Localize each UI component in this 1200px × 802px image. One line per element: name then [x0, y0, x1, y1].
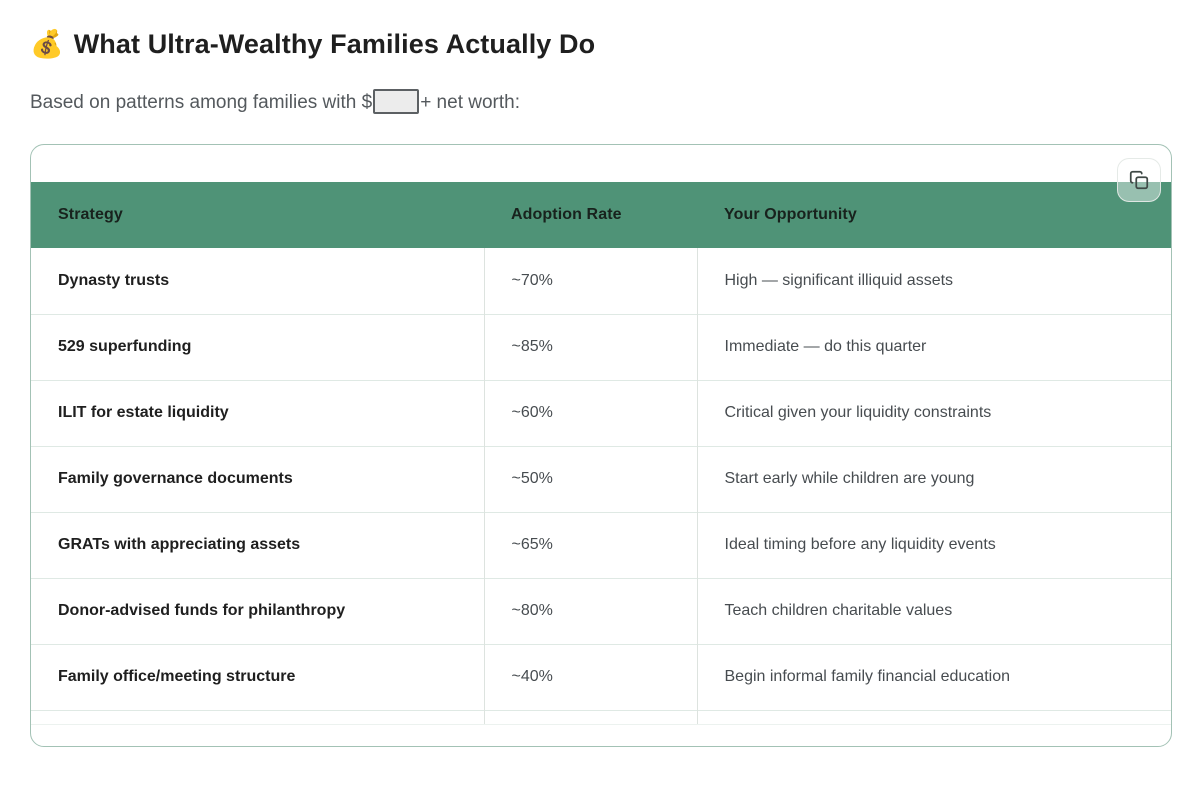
table-header-row: Strategy Adoption Rate Your Opportunity — [31, 182, 1171, 248]
cell-adoption-rate: ~70% — [483, 248, 697, 314]
page-title-text: What Ultra-Wealthy Families Actually Do — [73, 29, 596, 59]
cell-adoption-rate: ~85% — [483, 313, 697, 380]
table-row: GRATs with appreciating assets ~65% Idea… — [31, 511, 1171, 578]
redacted-net-worth-box — [373, 89, 420, 114]
cell-adoption-rate: ~50% — [483, 445, 697, 512]
cell-opportunity: High — significant illiquid assets — [696, 248, 1171, 314]
cell-opportunity: Start early while children are young — [696, 445, 1171, 512]
cell-strategy: 529 superfunding — [31, 313, 484, 380]
cell-strategy: Dynasty trusts — [31, 248, 484, 314]
copy-icon — [1128, 169, 1150, 191]
chat-response-content: 💰 What Ultra-Wealthy Families Actually Do… — [30, 26, 1172, 747]
cell-strategy: GRATs with appreciating assets — [31, 511, 484, 578]
cell-adoption-rate: ~65% — [483, 511, 697, 578]
cell-strategy: Donor-advised funds for philanthropy — [31, 577, 484, 644]
table-bottom-spacer-row — [31, 709, 1171, 725]
copy-table-button[interactable] — [1117, 158, 1161, 202]
table-row: Family office/meeting structure ~40% Beg… — [31, 643, 1171, 710]
cell-opportunity: Begin informal family financial educatio… — [696, 643, 1171, 710]
cell-adoption-rate: ~80% — [483, 577, 697, 644]
cell-opportunity: Ideal timing before any liquidity events — [696, 511, 1171, 578]
cell-strategy: Family office/meeting structure — [31, 643, 484, 710]
cell-opportunity: Critical given your liquidity constraint… — [696, 379, 1171, 446]
subtitle-prefix: Based on patterns among families with $ — [30, 92, 373, 113]
cell-adoption-rate: ~60% — [483, 379, 697, 446]
table-row: Dynasty trusts ~70% High — significant i… — [31, 248, 1171, 314]
table-card: Strategy Adoption Rate Your Opportunity … — [30, 144, 1172, 747]
subtitle: Based on patterns among families with $ +… — [30, 89, 1170, 116]
cell-strategy: ILIT for estate liquidity — [31, 379, 484, 446]
card-bottom-spacer — [31, 725, 1171, 746]
col-header-strategy: Strategy — [31, 182, 484, 248]
card-top-spacer — [31, 145, 1171, 182]
table-row: 529 superfunding ~85% Immediate — do thi… — [31, 313, 1171, 380]
money-bag-emoji: 💰 — [30, 29, 64, 59]
subtitle-suffix: + net worth: — [420, 92, 520, 113]
cell-opportunity: Teach children charitable values — [696, 577, 1171, 644]
table-row: Donor-advised funds for philanthropy ~80… — [31, 577, 1171, 644]
cell-adoption-rate: ~40% — [483, 643, 697, 710]
cell-opportunity: Immediate — do this quarter — [696, 313, 1171, 380]
strategies-table: Strategy Adoption Rate Your Opportunity … — [31, 182, 1171, 725]
col-header-adoption-rate: Adoption Rate — [484, 182, 697, 248]
table-row: ILIT for estate liquidity ~60% Critical … — [31, 379, 1171, 446]
col-header-your-opportunity: Your Opportunity — [697, 182, 1171, 248]
cell-strategy: Family governance documents — [31, 445, 484, 512]
table-row: Family governance documents ~50% Start e… — [31, 445, 1171, 512]
page-title: 💰 What Ultra-Wealthy Families Actually Do — [30, 26, 1170, 62]
